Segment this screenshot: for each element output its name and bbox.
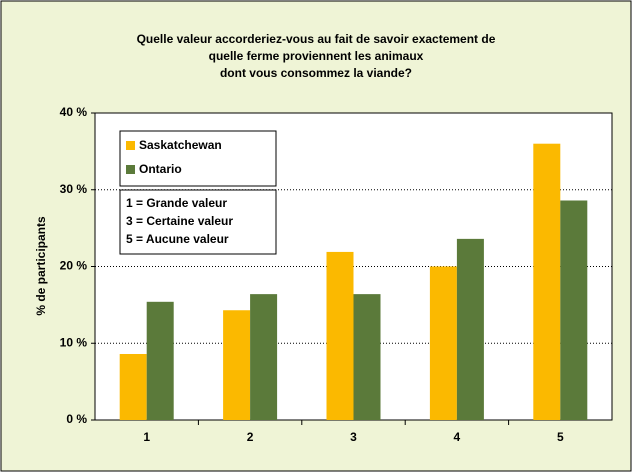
y-tick-label: 10 % — [60, 335, 88, 349]
annotation: 1 = Grande valeur — [126, 196, 227, 210]
bar — [250, 294, 278, 420]
bar — [326, 251, 354, 420]
chart-title: quelle ferme proviennent les animaux — [209, 49, 424, 63]
x-tick-label: 3 — [350, 430, 357, 444]
y-tick-label: 30 % — [60, 182, 88, 196]
chart-title: dont vous consommez la viande? — [220, 66, 412, 80]
legend-swatch — [126, 165, 135, 174]
x-tick-label: 5 — [557, 430, 564, 444]
annotation: 5 = Aucune valeur — [126, 232, 229, 246]
bar — [119, 353, 147, 420]
legend-label: Saskatchewan — [139, 138, 222, 152]
bar — [560, 200, 588, 420]
legend-label: Ontario — [139, 162, 182, 176]
bar — [456, 238, 484, 420]
x-tick-label: 4 — [454, 430, 461, 444]
x-tick-label: 2 — [247, 430, 254, 444]
annotation-box — [119, 189, 277, 255]
y-axis-label: % de participants — [34, 216, 48, 316]
bar — [429, 266, 457, 420]
y-tick-label: 20 % — [60, 259, 88, 273]
annotation: 3 = Certaine valeur — [126, 214, 233, 228]
y-tick-label: 40 % — [60, 105, 88, 119]
legend-swatch — [126, 141, 135, 150]
chart-title: Quelle valeur accorderiez-vous au fait d… — [137, 32, 496, 46]
x-tick-label: 1 — [143, 430, 150, 444]
bar — [533, 143, 561, 420]
bar — [146, 301, 174, 420]
bar — [353, 294, 381, 420]
legend-box — [119, 130, 277, 187]
bar — [223, 310, 251, 420]
y-tick-label: 0 % — [66, 412, 87, 426]
